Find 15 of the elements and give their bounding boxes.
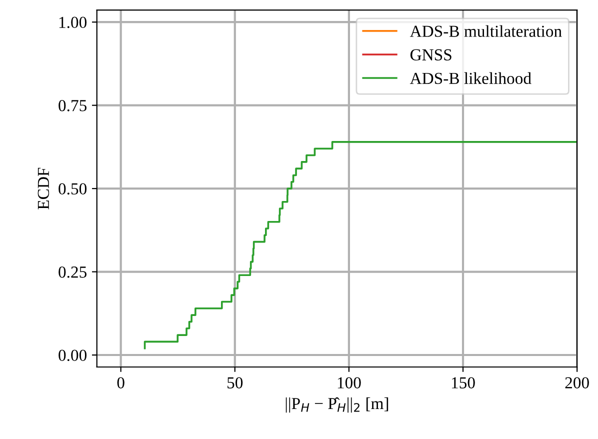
y-tick-label: 1.00 [59, 16, 87, 28]
x-axis-title: ||P$_{H}$ − P̂$_{H}$||$_{2}$ [m] [286, 397, 388, 413]
x-tick-label: 50 [228, 377, 243, 388]
x-tick-label: 100 [338, 377, 361, 388]
y-tick-label: 0.25 [58, 266, 87, 278]
y-tick-label: 0.00 [58, 350, 87, 362]
x-tick-label: 200 [565, 377, 589, 388]
legend-label: GNSS [410, 49, 452, 60]
legend-label: ADS-B multilateration [410, 25, 562, 37]
y-tick-label: 0.50 [58, 183, 87, 195]
y-tick-label: 0.75 [58, 100, 87, 112]
y-axis-title: ECDF [38, 168, 50, 210]
x-tick-label: 150 [452, 377, 475, 388]
x-tick-label: 0 [117, 377, 124, 388]
legend-label: ADS-B likelihood [410, 72, 532, 84]
